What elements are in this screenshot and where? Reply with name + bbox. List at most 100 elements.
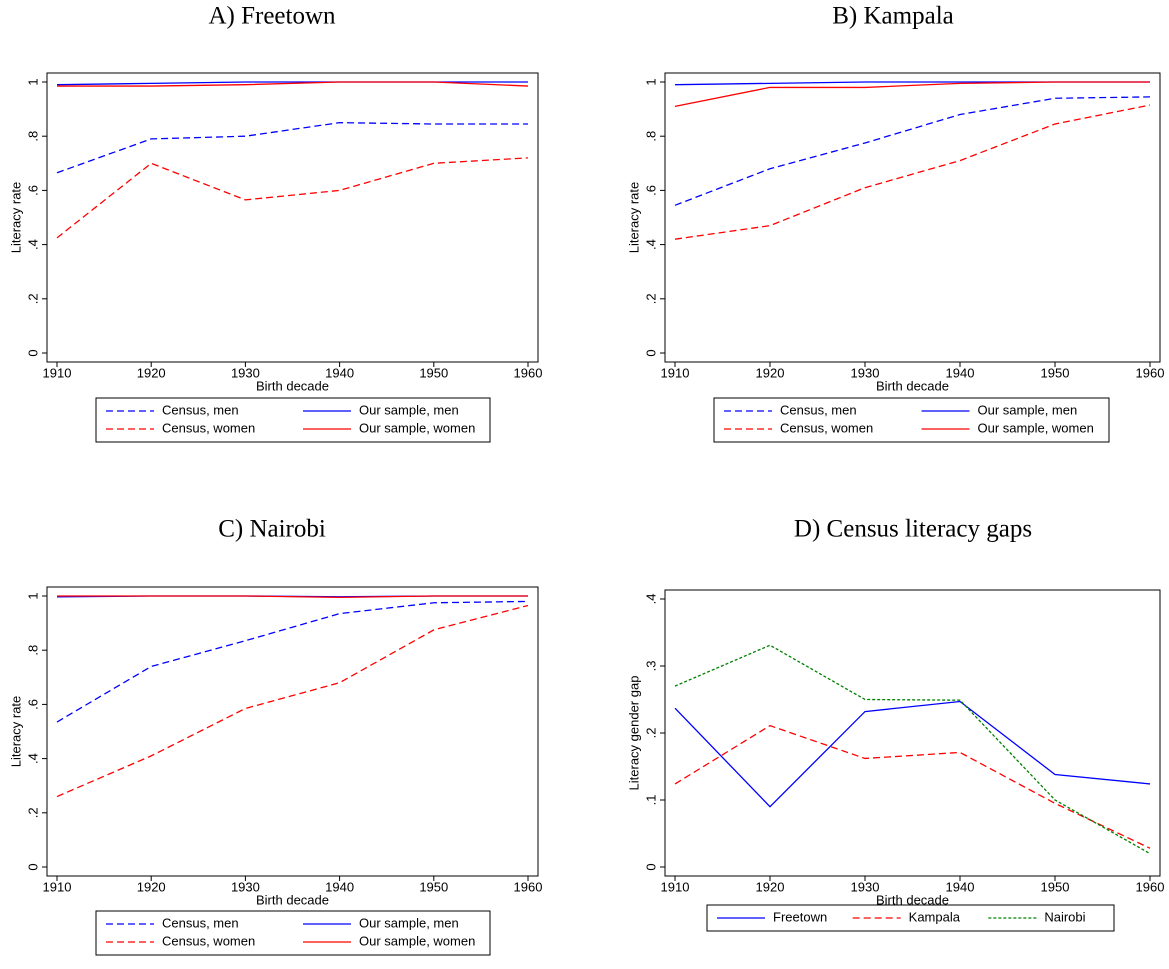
legend-label: Nairobi <box>1044 909 1085 924</box>
y-tick-label: 0 <box>25 863 40 870</box>
x-axis-label: Birth decade <box>256 378 329 393</box>
x-tick-label: 1920 <box>756 879 785 894</box>
legend-label: Our sample, women <box>359 933 475 948</box>
series-line <box>56 81 528 86</box>
panel: B) Kampala 1910 1920 1930 1940 1950 1960 0 .2 .4.… <box>626 3 1165 443</box>
series-line <box>57 595 528 599</box>
series-line <box>674 724 1151 849</box>
y-tick-label: 0 <box>643 863 658 870</box>
x-tick-label: 1930 <box>231 365 260 380</box>
y-axis-label: Literacy gender gap <box>626 676 641 791</box>
series-line <box>56 121 528 174</box>
panel-title: C) Nairobi <box>218 516 326 543</box>
x-tick-label: 1940 <box>325 365 354 380</box>
x-tick-label: 1920 <box>137 879 166 894</box>
plot-frame <box>664 589 1161 877</box>
plot-frame <box>46 72 539 363</box>
x-tick-label: 1940 <box>325 879 354 894</box>
plot-frame <box>664 72 1161 363</box>
x-axis-label: Birth decade <box>876 892 949 907</box>
series-line <box>56 600 529 723</box>
series-line <box>674 700 1151 808</box>
series-line <box>56 157 529 239</box>
legend-label: Census, men <box>162 915 239 930</box>
x-tick-label: 1910 <box>43 365 72 380</box>
legend-label: Our sample, women <box>978 420 1094 435</box>
x-tick-label: 1910 <box>661 365 690 380</box>
panel: A) Freetown 1910 1920 1930 1940 1950 1960 0 .2 .4… <box>8 3 543 443</box>
legend-box <box>95 910 491 956</box>
x-tick-label: 1960 <box>514 879 543 894</box>
legend-label: Census, women <box>162 420 255 435</box>
y-tick-label: .6 <box>643 185 658 196</box>
panel-title: B) Kampala <box>832 3 953 30</box>
y-tick-label: .8 <box>643 131 658 142</box>
series-line <box>56 604 529 798</box>
y-tick-label: .1 <box>643 795 658 806</box>
y-tick-label: .3 <box>643 661 658 672</box>
x-tick-label: 1920 <box>756 365 785 380</box>
x-axis-label: Birth decade <box>256 892 329 907</box>
legend-label: Census, men <box>162 402 239 417</box>
y-tick-label: .8 <box>25 645 40 656</box>
legend-label: Our sample, men <box>359 402 459 417</box>
x-tick-label: 1960 <box>514 365 543 380</box>
x-tick-label: 1960 <box>1136 365 1165 380</box>
plot-frame <box>46 586 539 877</box>
x-axis-label: Birth decade <box>876 378 949 393</box>
legend-box <box>713 397 1110 443</box>
y-tick-label: .4 <box>643 594 658 605</box>
legend-label: Census, women <box>162 933 255 948</box>
y-tick-label: .6 <box>25 185 40 196</box>
y-tick-label: 1 <box>25 78 40 85</box>
y-tick-label: .6 <box>25 699 40 710</box>
y-tick-label: 1 <box>643 78 658 85</box>
series-line <box>674 644 1151 855</box>
y-tick-label: .2 <box>25 807 40 818</box>
x-tick-label: 1950 <box>1041 879 1070 894</box>
panel-title: D) Census literacy gaps <box>794 516 1032 543</box>
panel: D) Census literacy gaps 1910 1920 1930 1940 1… <box>626 516 1165 932</box>
panel: C) Nairobi 1910 1920 1930 1940 1950 1960 0 .2 .4.… <box>8 516 543 956</box>
x-tick-label: 1960 <box>1136 879 1165 894</box>
legend-label: Our sample, men <box>978 402 1078 417</box>
x-tick-label: 1910 <box>661 879 690 894</box>
legend-label: Census, men <box>780 402 857 417</box>
x-tick-label: 1950 <box>419 365 448 380</box>
y-tick-label: .4 <box>25 239 40 250</box>
x-tick-label: 1940 <box>946 365 975 380</box>
x-tick-label: 1930 <box>851 879 880 894</box>
legend-label: Freetown <box>773 909 827 924</box>
x-tick-label: 1920 <box>137 365 166 380</box>
x-tick-label: 1910 <box>43 879 72 894</box>
y-tick-label: .8 <box>25 131 40 142</box>
y-tick-label: .2 <box>25 293 40 304</box>
x-tick-label: 1930 <box>851 365 880 380</box>
legend-label: Our sample, women <box>359 420 475 435</box>
y-axis-label: Literacy rate <box>626 182 641 254</box>
y-tick-label: .2 <box>643 293 658 304</box>
y-tick-label: .4 <box>25 753 40 764</box>
x-tick-label: 1930 <box>231 879 260 894</box>
y-tick-label: 1 <box>25 592 40 599</box>
y-tick-label: .2 <box>643 728 658 739</box>
y-tick-label: .4 <box>643 239 658 250</box>
y-axis-label: Literacy rate <box>8 182 23 254</box>
series-line <box>674 81 1150 108</box>
y-axis-label: Literacy rate <box>8 696 23 768</box>
legend-label: Census, women <box>780 420 873 435</box>
series-line <box>674 104 1151 240</box>
legend-label: Our sample, men <box>359 915 459 930</box>
x-tick-label: 1950 <box>419 879 448 894</box>
panel-title: A) Freetown <box>208 3 336 30</box>
legend-box <box>706 904 1115 932</box>
y-tick-label: 0 <box>643 349 658 356</box>
series-line <box>57 81 529 87</box>
series-line <box>674 96 1151 206</box>
y-tick-label: 0 <box>25 349 40 356</box>
legend-box <box>95 397 491 443</box>
x-tick-label: 1950 <box>1041 365 1070 380</box>
legend-label: Kampala <box>909 909 961 924</box>
x-tick-label: 1940 <box>946 879 975 894</box>
